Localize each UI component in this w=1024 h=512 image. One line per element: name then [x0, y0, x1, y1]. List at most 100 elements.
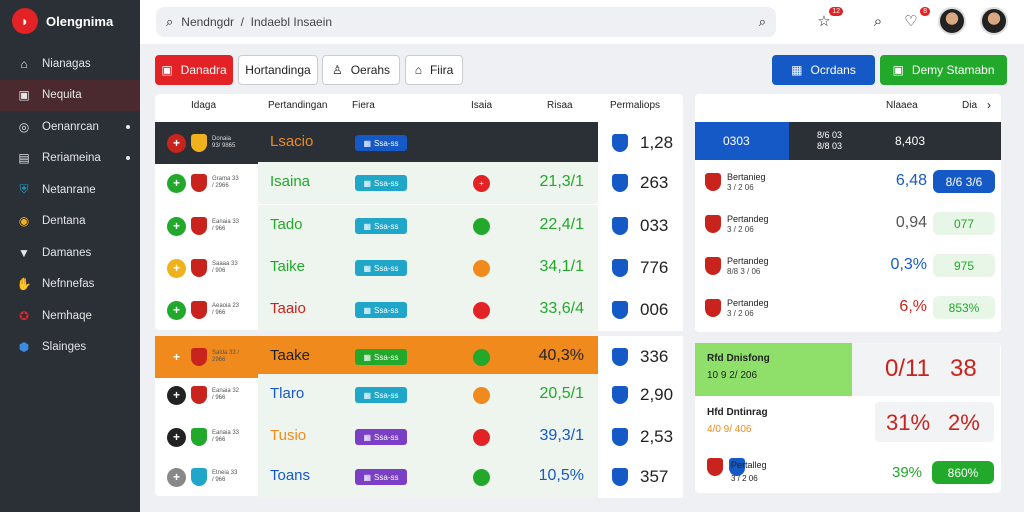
sidebar-item-1[interactable]: ▣ Nequita [0, 79, 140, 111]
magnifier-button[interactable]: ⌕ [867, 10, 889, 32]
table-row[interactable]: + Saaaa 33 / 906 Taike ▦ Ssa-ss 34,1/1 776 [155, 247, 683, 289]
odds-row-pill[interactable]: 975 [933, 254, 995, 277]
featured-odd-1[interactable]: 0/11 [885, 355, 930, 382]
row-value-cell[interactable]: 357 [598, 456, 683, 498]
row-teams: + Eanaia 33 / 966 [155, 205, 258, 247]
table-row[interactable]: + Eanaia 33 / 966 Tusio ▦ Ssa-ss 39,3/1 2,53 [155, 416, 683, 458]
toolbar-button-3[interactable]: ♙ Oerahs [322, 55, 400, 85]
featured-odds[interactable] [852, 343, 1000, 396]
odds-row[interactable]: Pertandeg 3 / 2 06 0,94 077 [695, 203, 1001, 245]
sidebar-item-5[interactable]: ◉ Dentana [0, 206, 140, 238]
sidebar-item-0[interactable]: ⌂ Nianagas [0, 48, 140, 80]
row-value-cell[interactable]: 2,90 [598, 374, 683, 416]
odds-row-label: Pertandeg [727, 298, 769, 308]
table-row[interactable]: + Eanaia 33 / 966 Tado ▦ Ssa-ss 22,4/1 033 [155, 205, 683, 247]
row-tag[interactable]: ▦ Ssa-ss [355, 175, 407, 191]
match-teams-7 [707, 458, 745, 476]
sidebar-item-label: Netanrane [42, 183, 96, 196]
team-crest-icon [191, 468, 207, 486]
odds-row-value[interactable]: 6,% [899, 298, 927, 315]
row-value-cell[interactable]: 776 [598, 247, 683, 289]
likes-button[interactable]: ♡ 8 [900, 7, 930, 32]
toolbar-button-2[interactable]: Hortandinga [238, 55, 318, 85]
sidebar-item-3[interactable]: ▤ Reriameina [0, 143, 140, 175]
toolbar-button-right-2[interactable]: ▣ Demy Stamabn [880, 55, 1007, 85]
odds-row-pill[interactable]: 077 [933, 212, 995, 235]
odds-row-value[interactable]: 0,94 [895, 214, 927, 231]
sidebar-item-label: Nemhaqe [42, 309, 92, 322]
row-value-cell[interactable]: 033 [598, 205, 683, 247]
toolbar-button-4[interactable]: ⌂ Fiira [405, 55, 463, 85]
row-tag[interactable]: ▦ Ssa-ss [355, 218, 407, 234]
sidebar-item-8[interactable]: ✪ Nemhaqe [0, 300, 140, 332]
row-tag[interactable]: ▦ Ssa-ss [355, 135, 407, 151]
sidebar-item-9[interactable]: ⬢ Slainges [0, 332, 140, 364]
match-odd-6a[interactable]: 31% [886, 410, 931, 435]
row-tag-label: Ssa-ss [374, 472, 399, 482]
table-row[interactable]: + Grama 33 / 2966 Isaina ▦ Ssa-ss +21,3/1 263 [155, 162, 683, 204]
match-odd-7[interactable]: 39% [892, 464, 923, 481]
row-tag-label: Ssa-ss [374, 138, 399, 148]
search-input[interactable] [181, 15, 751, 29]
odds-row-pill[interactable]: 8/6 3/6 [933, 170, 995, 193]
inbox-icon: ▣ [18, 88, 30, 103]
sidebar-item-4[interactable]: ⛨ Netanrane [0, 174, 140, 206]
table-row[interactable]: + Etneia 33 / 966 Toans ▦ Ssa-ss 10,5% 357 [155, 456, 683, 498]
table-row[interactable]: + Donaia 93/ 9865 Lsacio ▦ Ssa-ss 1,28 [155, 122, 683, 164]
row-value-cell[interactable]: 1,28 [598, 122, 683, 164]
row-value-cell[interactable]: 006 [598, 289, 683, 331]
row-name: Lsacio [270, 133, 314, 150]
odds-row[interactable]: Pertandeg 8/8 3 / 06 0,3% 975 [695, 245, 1001, 287]
calendar-icon: ▦ [791, 63, 803, 77]
tray-icon: ▤ [18, 151, 30, 166]
row-value-cell[interactable]: 263 [598, 162, 683, 204]
odds-row-value[interactable]: 0,3% [890, 256, 927, 273]
odds-header-row: 0303 8/6 03 8/8 03 8,403 [695, 122, 1001, 160]
heart-icon: ♡ [904, 13, 918, 30]
odds-row-value[interactable]: 6,48 [895, 172, 927, 189]
featured-odd-2[interactable]: 38 [950, 355, 977, 382]
table-row[interactable]: + Aeaoia 23 / 966 Taaio ▦ Ssa-ss 33,6/4 006 [155, 289, 683, 331]
odds-row-pill[interactable]: 853% [933, 296, 995, 319]
search-bar[interactable]: ⌕ ⌕ [156, 7, 776, 37]
toolbar-button-right-1[interactable]: ▦ Ocrdans [772, 55, 875, 85]
row-tag[interactable]: ▦ Ssa-ss [355, 387, 407, 403]
favorites-button[interactable]: ☆ 12 [813, 7, 843, 32]
chevron-right-icon[interactable]: › [987, 98, 991, 112]
row-tag[interactable]: ▦ Ssa-ss [355, 349, 407, 365]
match-odd-6b[interactable]: 2% [948, 410, 980, 435]
table-row[interactable]: + Salda 33 / 2966 Taake ▦ Ssa-ss 40,3% 336 [155, 336, 683, 378]
status-icon [473, 260, 490, 277]
row-value: 006 [640, 300, 669, 319]
row-tag[interactable]: ▦ Ssa-ss [355, 429, 407, 445]
row-tag-label: Ssa-ss [374, 390, 399, 400]
row-value-cell[interactable]: 2,53 [598, 416, 683, 458]
row-name-cell: Lsacio ▦ Ssa-ss [258, 122, 598, 164]
row-value: 2,53 [640, 427, 674, 446]
sidebar-item-7[interactable]: ✋ Nefnnefas [0, 269, 140, 301]
row-tag[interactable]: ▦ Ssa-ss [355, 260, 407, 276]
sidebar-item-2[interactable]: ◎ Oenanrcan [0, 111, 140, 143]
row-tag[interactable]: ▦ Ssa-ss [355, 302, 407, 318]
featured-match[interactable]: Rfd Dnisfong 10 9 2/ 206 [695, 343, 852, 396]
table-row[interactable]: + Eanaia 32 / 966 Tlaro ▦ Ssa-ss 20,5/1 2,90 [155, 374, 683, 416]
match-pill-7[interactable]: 860% [932, 461, 994, 484]
flag-icon: ▼ [18, 245, 30, 260]
row-percentage: 39,3/1 [539, 427, 584, 444]
odds-header-mid: 8/6 03 8/8 03 [817, 130, 843, 151]
sidebar-item-6[interactable]: ▼ Damanes [0, 237, 140, 269]
avatar[interactable] [938, 7, 966, 35]
col-header-3: Fiera [352, 100, 375, 111]
row-name-cell: Taike ▦ Ssa-ss 34,1/1 [258, 247, 598, 289]
odds-row[interactable]: Pertandeg 3 / 2 06 6,% 853% [695, 287, 1001, 329]
toolbar-button-1[interactable]: ▣ Danadra [155, 55, 233, 85]
odds-row[interactable]: Bertanieg 3 / 2 06 6,48 8/6 3/6 [695, 161, 1001, 203]
avatar-secondary[interactable] [980, 7, 1008, 35]
brand[interactable]: ◗ Olengnima [0, 0, 140, 42]
match-odds-6[interactable] [875, 402, 994, 442]
search-submit-icon[interactable]: ⌕ [758, 14, 766, 29]
row-tag[interactable]: ▦ Ssa-ss [355, 469, 407, 485]
col-header-4: Isaia [471, 100, 493, 111]
team-crest-icon [612, 386, 628, 404]
row-value-cell[interactable]: 336 [598, 336, 683, 378]
